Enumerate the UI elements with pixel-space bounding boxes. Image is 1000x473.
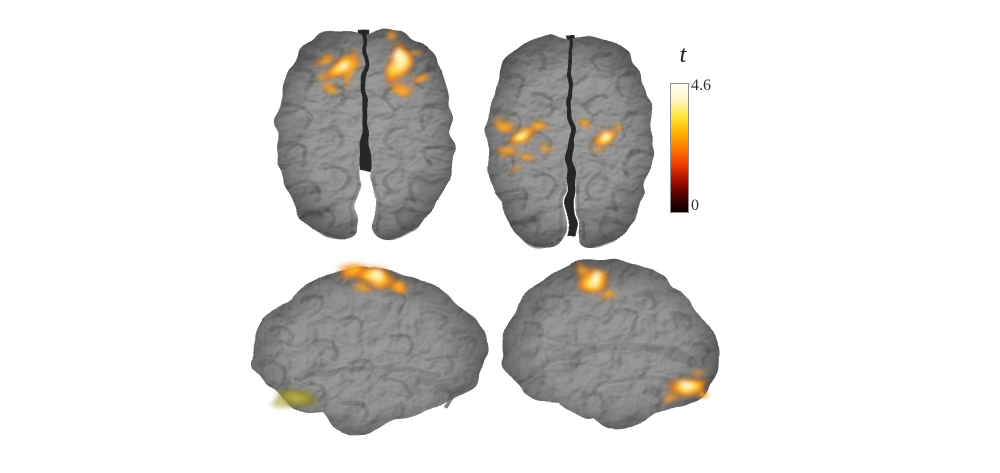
- longitudinal-fissure: [565, 35, 575, 237]
- brain-lateral-right: [502, 259, 720, 430]
- panel-lateral-right: [495, 254, 725, 436]
- colorbar-min-label: 0: [691, 197, 699, 214]
- cortex-surface: [502, 259, 720, 430]
- brain-lateral-left: [251, 262, 488, 435]
- colorbar-gradient: [670, 83, 689, 213]
- brain-dorsal-frontal: [262, 18, 468, 250]
- colorbar: t 4.6 0: [640, 42, 735, 229]
- colorbar-max-label: 4.6: [691, 77, 711, 94]
- activation-frontopolar: [270, 387, 321, 409]
- activation-prefrontal: [309, 29, 430, 99]
- panel-dorsal-frontal: [262, 18, 468, 250]
- activation-superior-frontal: [571, 264, 619, 303]
- panel-lateral-left: [238, 260, 496, 442]
- activation-sensorimotor: [493, 117, 625, 174]
- colorbar-title: t: [679, 42, 687, 68]
- activation-superior-frontal: [337, 262, 411, 296]
- longitudinal-fissure: [359, 29, 371, 172]
- panel-dorsal-central: [474, 24, 666, 259]
- brain-dorsal-central: [474, 24, 666, 259]
- activation-inferior-frontal: [660, 366, 710, 403]
